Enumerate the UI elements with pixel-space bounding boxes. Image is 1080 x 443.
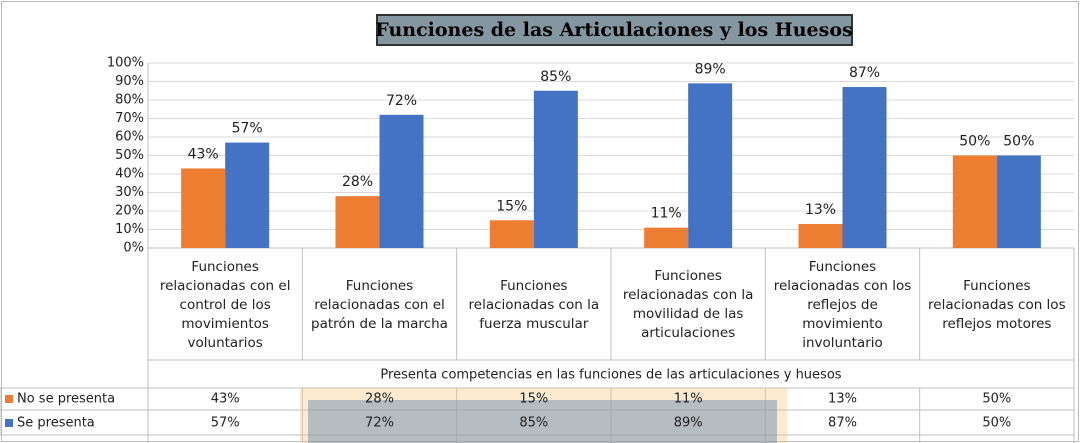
table-cell: 50%: [982, 392, 1011, 407]
bar: [379, 114, 424, 248]
data-label: 72%: [386, 93, 417, 109]
chart-title: Funciones de las Articulaciones y los Hu…: [375, 19, 852, 41]
y-tick-label: 10%: [115, 222, 144, 237]
data-label: 50%: [959, 134, 990, 150]
legend-swatch: [5, 419, 13, 427]
bar: [688, 83, 733, 248]
data-label: 11%: [651, 206, 682, 222]
data-label: 13%: [805, 202, 836, 218]
y-tick-label: 60%: [115, 130, 144, 145]
bar: [842, 87, 887, 248]
bar: [798, 223, 843, 248]
x-axis-label: Presenta competencias en las funciones d…: [380, 368, 841, 383]
table-cell: 43%: [211, 392, 240, 407]
legend-swatch: [5, 395, 13, 403]
title-box: [376, 14, 853, 46]
table-cell: 50%: [982, 416, 1011, 431]
bar: [489, 220, 534, 248]
table-cell: 11%: [674, 392, 703, 407]
watermark: [308, 400, 777, 443]
y-tick-label: 0%: [123, 241, 144, 256]
bar: [952, 155, 997, 248]
table-cell: 89%: [674, 416, 703, 431]
legend-label: No se presenta: [17, 392, 115, 407]
y-tick-label: 100%: [107, 56, 144, 71]
data-label: 87%: [849, 65, 880, 81]
y-tick-label: 30%: [115, 185, 144, 200]
bar: [225, 142, 270, 248]
table-cell: 15%: [519, 392, 548, 407]
y-tick-label: 90%: [115, 74, 144, 89]
x-tick-label: Funciones relacionadas con el patrón de …: [311, 277, 448, 332]
data-label: 57%: [232, 121, 263, 137]
x-tick-label: Funciones relacionadas con los reflejos …: [928, 277, 1066, 332]
x-tick-label: Funciones relacionadas con la fuerza mus…: [468, 277, 600, 332]
y-tick-label: 20%: [115, 204, 144, 219]
x-tick-label: Funciones relacionadas con la movilidad …: [622, 268, 754, 341]
data-label: 15%: [496, 198, 527, 214]
table-cell: 13%: [828, 392, 857, 407]
data-label: 85%: [540, 69, 571, 85]
data-label: 43%: [188, 146, 219, 162]
table-cell: 72%: [365, 416, 394, 431]
x-tick-label: Funciones relacionadas con los reflejos …: [773, 258, 912, 351]
y-tick-label: 70%: [115, 111, 144, 126]
y-tick-label: 50%: [115, 148, 144, 163]
bar: [181, 168, 226, 248]
data-label: 28%: [342, 174, 373, 190]
data-label: 50%: [1003, 134, 1034, 150]
bar: [533, 90, 578, 248]
y-tick-label: 80%: [115, 93, 144, 108]
table-cell: 57%: [211, 416, 240, 431]
data-label: 89%: [695, 61, 726, 77]
bar: [644, 227, 689, 248]
table-cell: 85%: [519, 416, 548, 431]
x-tick-label: Funciones relacionadas con el control de…: [159, 258, 291, 351]
table-cell: 87%: [828, 416, 857, 431]
legend-label: Se presenta: [17, 416, 95, 431]
bar: [335, 196, 380, 248]
bar: [996, 155, 1041, 248]
y-tick-label: 40%: [115, 167, 144, 182]
table-cell: 28%: [365, 392, 394, 407]
